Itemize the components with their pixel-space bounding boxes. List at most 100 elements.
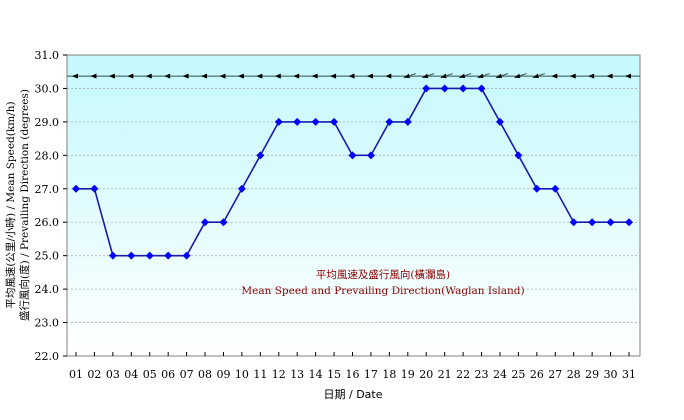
data-point — [108, 251, 117, 260]
x-tick-label: 02 — [87, 368, 101, 381]
data-point — [127, 251, 136, 260]
y-tick-label: 24.0 — [35, 283, 60, 296]
y-tick-label: 25.0 — [35, 250, 60, 263]
data-point — [440, 84, 449, 93]
data-point — [606, 218, 615, 227]
data-point — [495, 117, 504, 126]
x-tick-label: 12 — [272, 368, 286, 381]
y-tick-label: 27.0 — [35, 183, 60, 196]
x-tick-label: 23 — [475, 368, 489, 381]
x-tick-label: 06 — [161, 368, 175, 381]
wind-arrow-icon — [440, 73, 453, 79]
y-tick-label: 23.0 — [35, 317, 60, 330]
wind-arrow-icon — [330, 73, 337, 79]
annotation-en: Mean Speed and Prevailing Direction(Wagl… — [241, 285, 524, 297]
x-tick-label: 04 — [124, 368, 138, 381]
data-point — [90, 184, 99, 193]
x-tick-label: 28 — [567, 368, 581, 381]
data-point — [72, 184, 80, 193]
wind-arrow-icon — [569, 73, 576, 79]
y-tick-label: 31.0 — [35, 49, 60, 62]
x-tick-label: 18 — [382, 368, 396, 381]
data-point — [532, 184, 541, 193]
wind-arrow-icon — [348, 73, 355, 79]
x-tick-label: 14 — [309, 368, 323, 381]
x-tick-label: 31 — [622, 368, 636, 381]
data-point — [237, 184, 246, 193]
data-point — [164, 251, 173, 260]
x-tick-label: 03 — [106, 368, 120, 381]
y-tick-label: 22.0 — [35, 350, 60, 363]
wind-arrow-icon — [145, 73, 152, 79]
x-tick-label: 22 — [456, 368, 470, 381]
x-tick-label: 07 — [180, 368, 194, 381]
y-tick-label: 30.0 — [35, 82, 60, 95]
mean-speed-series — [72, 84, 633, 260]
wind-arrow-icon — [458, 73, 472, 79]
x-tick-label: 26 — [530, 368, 544, 381]
direction-arrows — [67, 73, 640, 79]
x-tick-label: 27 — [548, 368, 562, 381]
x-tick-label: 30 — [604, 368, 618, 381]
data-point — [551, 184, 560, 193]
x-tick-label: 15 — [327, 368, 341, 381]
x-tick-label: 09 — [216, 368, 230, 381]
data-point — [330, 117, 339, 126]
data-point — [182, 251, 191, 260]
data-point — [219, 218, 228, 227]
x-axis-label: 日期 / Date — [324, 388, 383, 401]
wind-arrow-icon — [201, 73, 208, 79]
data-point — [588, 218, 597, 227]
data-point — [145, 251, 154, 260]
y-axis-label-line2: 盛行風向(度) / Prevailing Direction (degrees) — [18, 89, 31, 321]
wind-arrow-icon — [90, 73, 97, 79]
data-point — [403, 117, 412, 126]
data-point — [459, 84, 468, 93]
wind-arrow-icon — [514, 73, 527, 79]
wind-arrow-icon — [606, 73, 613, 79]
x-tick-label: 24 — [493, 368, 507, 381]
data-point — [385, 117, 394, 126]
wind-arrow-icon — [385, 73, 392, 79]
annotation-zh: 平均風速及盛行風向(橫瀾島) — [316, 268, 450, 281]
wind-arrow-icon — [127, 73, 134, 79]
data-point — [514, 151, 523, 160]
wind-arrow-icon — [477, 73, 490, 79]
x-tick-label: 19 — [401, 368, 415, 381]
wind-arrow-icon — [495, 73, 509, 79]
x-tick-label: 08 — [198, 368, 212, 381]
plot-area — [66, 54, 641, 357]
data-point — [569, 218, 578, 227]
wind-arrow-icon — [293, 73, 300, 79]
y-axis-ticks: 31.0 30.0 29.0 28.0 27.0 26.0 25.0 24.0 23.0 22.0 — [35, 49, 67, 363]
wind-arrow-icon — [72, 73, 78, 79]
x-tick-label: 10 — [235, 368, 249, 381]
data-point — [625, 218, 633, 227]
x-tick-label: 11 — [253, 368, 267, 381]
wind-arrow-icon — [366, 73, 373, 79]
wind-arrow-icon — [237, 73, 244, 79]
data-point — [366, 151, 375, 160]
data-point — [311, 117, 320, 126]
y-tick-label: 29.0 — [35, 116, 60, 129]
data-point — [256, 151, 265, 160]
wind-arrow-icon — [256, 73, 263, 79]
x-axis-ticks: 01 02 03 04 05 06 07 08 09 10 11 12 13 14 15 16 17 18 19 20… — [69, 352, 636, 381]
y-axis-label-line1: 平均風速(公里/小時) / Mean Speed(km/h) — [5, 101, 17, 308]
wind-arrow-icon — [164, 73, 171, 79]
wind-arrow-icon — [422, 73, 435, 79]
y-tick-label: 26.0 — [35, 216, 60, 229]
wind-arrow-icon — [219, 73, 226, 79]
data-point — [422, 84, 431, 93]
wind-arrow-icon — [311, 73, 318, 79]
x-tick-label: 21 — [438, 368, 452, 381]
x-tick-label: 20 — [419, 368, 433, 381]
x-tick-label: 17 — [364, 368, 378, 381]
x-tick-label: 05 — [143, 368, 157, 381]
x-tick-label: 16 — [346, 368, 360, 381]
wind-arrow-icon — [588, 73, 595, 79]
x-tick-label: 13 — [290, 368, 304, 381]
wind-arrow-icon — [551, 73, 558, 79]
y-tick-label: 28.0 — [35, 149, 60, 162]
